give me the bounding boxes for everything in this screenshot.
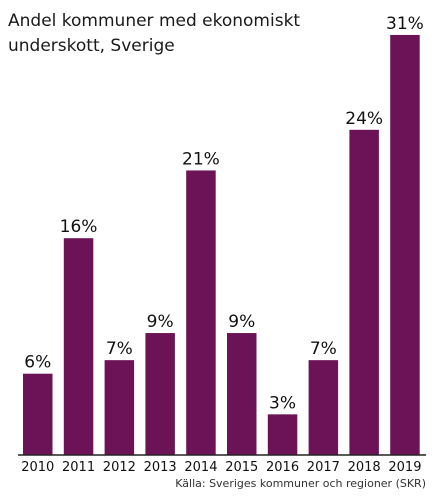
value-label-2017: 7% xyxy=(310,339,337,359)
x-tick-2012: 2012 xyxy=(103,460,136,475)
bar-2013 xyxy=(145,333,175,455)
bar-2019 xyxy=(390,34,420,455)
bars-group xyxy=(23,34,420,456)
bar-2011 xyxy=(63,238,94,455)
value-label-2010: 6% xyxy=(24,353,51,373)
x-tick-2013: 2013 xyxy=(144,460,177,475)
value-labels-group: 6% 16% 7% 9% 21% 9% 3% 7% 24% 31% xyxy=(24,14,424,413)
x-tick-2019: 2019 xyxy=(388,460,421,475)
value-label-2013: 9% xyxy=(147,312,174,332)
x-tick-labels-group: 2010 2011 2012 2013 2014 2015 2016 2017 2018 2019 xyxy=(21,460,421,475)
bar-2015 xyxy=(227,333,257,455)
chart-title-line-1: Andel kommuner med ekonomiskt xyxy=(8,11,300,31)
bar-2012 xyxy=(104,360,135,455)
bar-2017 xyxy=(308,360,339,455)
value-label-2015: 9% xyxy=(228,312,255,332)
value-label-2012: 7% xyxy=(106,339,133,359)
value-label-2014: 21% xyxy=(182,149,220,169)
bar-2010 xyxy=(23,373,53,455)
value-label-2011: 16% xyxy=(60,217,98,237)
x-tick-2017: 2017 xyxy=(307,460,340,475)
bar-2014 xyxy=(186,170,216,455)
x-tick-2014: 2014 xyxy=(184,460,217,475)
x-tick-2018: 2018 xyxy=(348,460,381,475)
value-label-2018: 24% xyxy=(345,109,383,129)
x-tick-2011: 2011 xyxy=(62,460,95,475)
value-label-2019: 31% xyxy=(386,14,424,34)
bar-2016 xyxy=(267,414,298,455)
x-tick-2016: 2016 xyxy=(266,460,299,475)
source-note: Källa: Sveriges kommuner och regioner (S… xyxy=(175,477,426,490)
chart-title-line-2: underskott, Sverige xyxy=(8,36,175,56)
bar-2018 xyxy=(349,129,379,456)
x-tick-2010: 2010 xyxy=(21,460,54,475)
value-label-2016: 3% xyxy=(269,393,296,413)
x-tick-2015: 2015 xyxy=(225,460,258,475)
